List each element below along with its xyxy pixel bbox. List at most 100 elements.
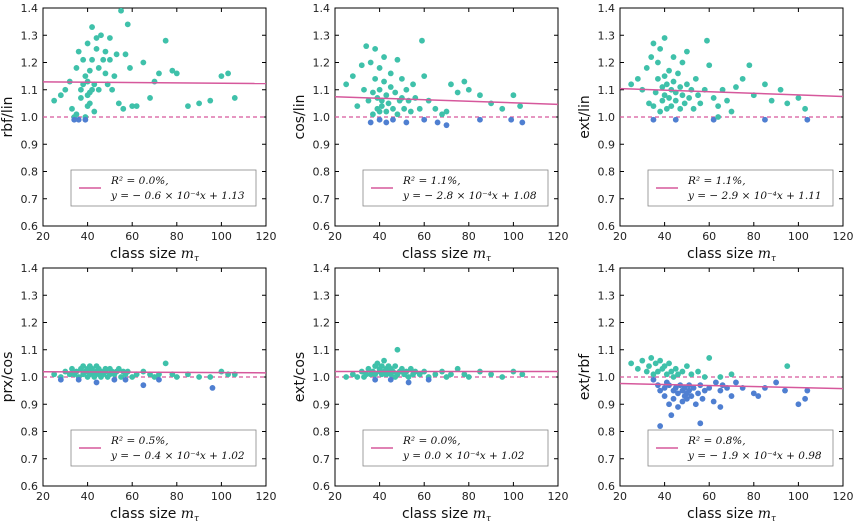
x-tick-label: 20 (328, 490, 342, 503)
data-point (122, 51, 129, 58)
data-point (750, 390, 757, 397)
x-axis-label: class size mτ (402, 246, 492, 264)
data-point (57, 376, 64, 383)
data-point (795, 95, 802, 101)
chart-panel-rbf-lin: 0.6 0.7 0.8 0.9 1.0 1.1 1.2 1.3 1.4 20 40 60 80 100 12… (0, 2, 277, 264)
data-point (684, 81, 690, 88)
data-point (706, 355, 713, 361)
data-point (372, 75, 379, 82)
data-point (679, 368, 686, 375)
x-tick-label: 80 (747, 230, 761, 243)
data-point (349, 371, 356, 378)
x-tick-label: 40 (658, 230, 672, 243)
data-point (510, 92, 517, 99)
y-tick-label: 1.2 (313, 317, 331, 330)
y-tick-label: 1.0 (598, 111, 616, 124)
x-tick-label: 40 (81, 490, 95, 503)
y-tick-label: 0.6 (598, 220, 616, 233)
data-point (372, 45, 379, 52)
data-point (802, 105, 808, 112)
data-point (661, 73, 668, 80)
legend-r2: R² = 0.0%, (110, 175, 169, 187)
data-point (650, 371, 657, 378)
data-point (374, 360, 381, 367)
data-point (78, 86, 84, 93)
data-point (675, 371, 681, 378)
data-point (697, 100, 704, 107)
data-point (57, 92, 64, 99)
x-tick-label: 120 (548, 490, 569, 503)
data-point (655, 75, 661, 82)
data-point (80, 56, 87, 63)
data-point (370, 89, 376, 96)
data-point (378, 97, 385, 104)
chart-panel-prx-cos: 0.6 0.7 0.8 0.9 1.0 1.1 1.2 1.3 1.4 20 40 60 80 100 12… (0, 262, 277, 524)
data-point (367, 59, 374, 66)
data-point (639, 357, 646, 364)
data-point (115, 100, 122, 107)
data-point (634, 75, 641, 82)
fit-line (620, 87, 843, 98)
data-point (383, 119, 390, 126)
x-tick-label: 100 (211, 490, 232, 503)
y-tick-label: 0.8 (313, 166, 331, 179)
x-tick-label: 100 (503, 490, 524, 503)
x-tick-label: 60 (417, 490, 431, 503)
data-point (376, 86, 383, 93)
y-tick-label: 1.3 (598, 29, 616, 42)
x-axis-label: class size mτ (110, 506, 200, 524)
data-point (443, 122, 450, 129)
data-point (663, 81, 670, 88)
data-point (118, 374, 124, 380)
data-point (385, 100, 392, 107)
data-point (655, 59, 661, 66)
data-point (648, 355, 655, 361)
data-point (684, 363, 690, 369)
x-tick-label: 40 (658, 490, 672, 503)
data-point (733, 379, 739, 386)
data-point (701, 374, 708, 380)
legend-equation: y = − 2.9 × 10⁻⁴x + 1.11 (687, 190, 822, 202)
data-point (405, 374, 412, 380)
data-point (655, 382, 661, 389)
fit-line (43, 81, 266, 85)
data-point (663, 371, 670, 378)
y-tick-label: 0.7 (313, 453, 331, 466)
data-point (690, 385, 697, 391)
data-point (82, 116, 89, 123)
data-point (73, 111, 80, 118)
data-point (410, 81, 416, 88)
data-point (363, 371, 370, 378)
data-point (762, 116, 768, 123)
data-point (704, 37, 710, 44)
x-tick-label: 80 (747, 490, 761, 503)
data-point (392, 363, 399, 369)
data-point (519, 119, 526, 126)
data-point (728, 371, 735, 378)
data-point (196, 374, 203, 380)
data-point (661, 393, 668, 399)
data-point (89, 86, 95, 93)
data-point (684, 48, 690, 55)
legend: R² = 0.0%, y = 0.0 × 10⁻⁴x + 1.02 (362, 429, 549, 467)
data-point (387, 376, 394, 383)
data-point (657, 45, 664, 52)
legend: R² = 1.1%, y = − 2.9 × 10⁻⁴x + 1.11 (647, 169, 834, 207)
data-point (84, 40, 91, 47)
data-point (383, 108, 390, 115)
data-point (196, 100, 203, 107)
data-point (218, 73, 225, 80)
data-point (403, 119, 410, 126)
data-point (659, 84, 666, 90)
data-point (675, 70, 681, 77)
data-point (358, 62, 365, 69)
data-point (75, 376, 82, 383)
data-point (399, 75, 405, 82)
y-tick-label: 1.4 (598, 262, 616, 275)
data-point (643, 368, 650, 375)
data-point (746, 62, 753, 69)
y-tick-label: 1.0 (313, 371, 331, 384)
data-point (207, 97, 214, 104)
y-tick-label: 1.3 (313, 289, 331, 302)
x-tick-label: 80 (170, 230, 184, 243)
